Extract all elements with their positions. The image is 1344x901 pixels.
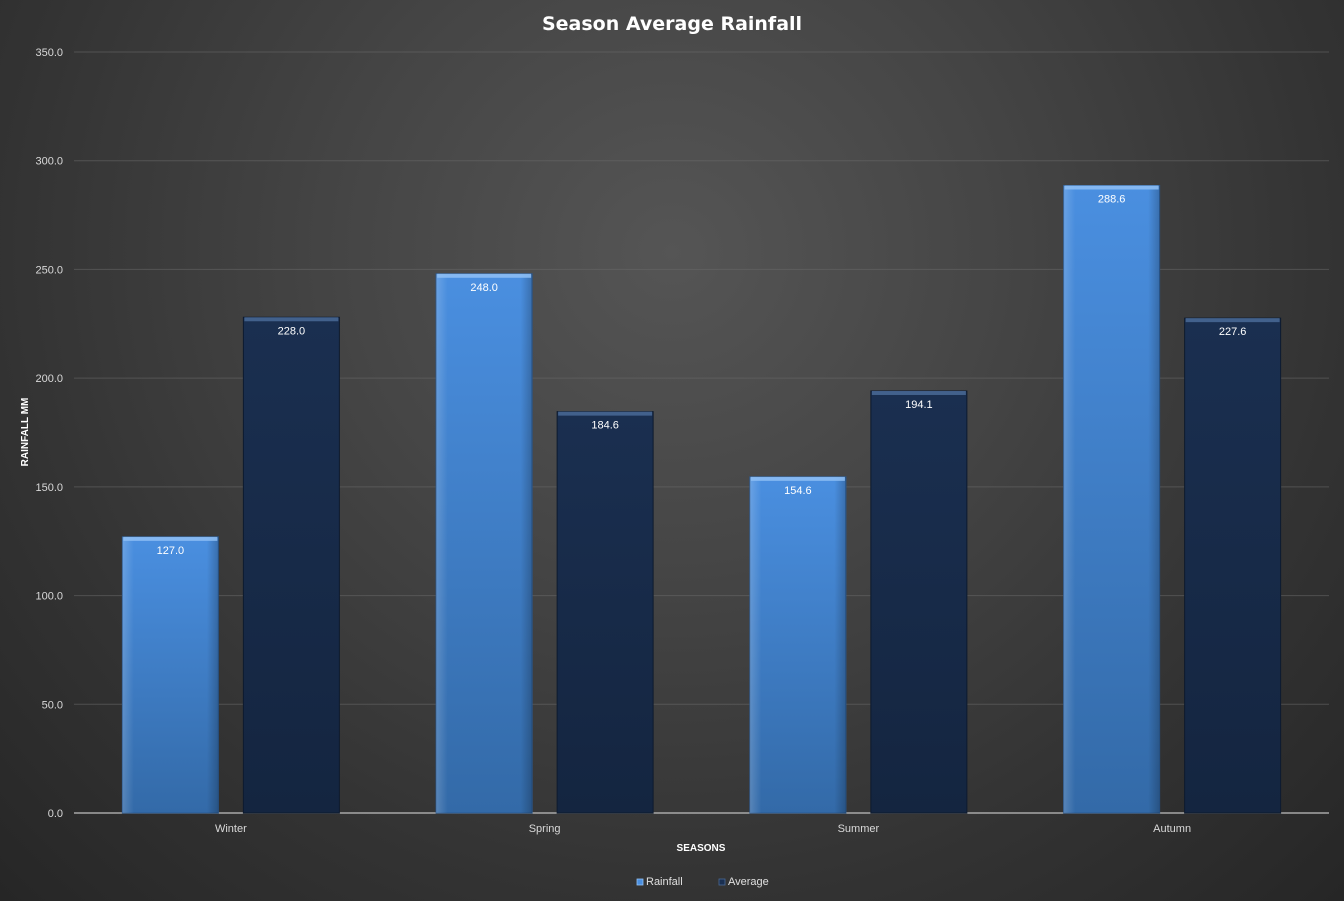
bar-average-summer: [870, 390, 968, 814]
bar-shading: [436, 273, 533, 814]
data-label: 184.6: [591, 420, 619, 432]
y-tick-label: 300.0: [35, 156, 63, 168]
data-label: 288.6: [1098, 194, 1126, 206]
bar-top-bevel: [558, 411, 653, 416]
y-tick-label: 200.0: [35, 373, 63, 385]
data-label: 127.0: [157, 545, 185, 557]
bar-shading: [122, 536, 219, 813]
bar-average-winter: [242, 316, 340, 814]
bar-top-bevel: [871, 390, 966, 395]
data-label: 227.6: [1219, 326, 1247, 338]
x-category-label: Summer: [838, 823, 880, 835]
legend: Rainfall Average: [636, 876, 769, 888]
data-label: 194.1: [905, 399, 933, 411]
bar-shading: [749, 476, 846, 813]
chart-title: Season Average Rainfall: [542, 13, 802, 35]
x-axis-title: SEASONS: [677, 843, 726, 854]
bars: [121, 185, 1282, 814]
y-tick-label: 250.0: [35, 264, 63, 276]
bar-top-bevel: [437, 273, 532, 278]
data-label: 154.6: [784, 485, 812, 497]
bar-top-bevel: [1064, 185, 1159, 190]
x-category-label: Winter: [215, 823, 247, 835]
x-category-label: Autumn: [1153, 823, 1191, 835]
y-tick-label: 100.0: [35, 591, 63, 603]
legend-swatch-rainfall: [636, 878, 644, 886]
data-label: 228.0: [278, 325, 306, 337]
y-tick-label: 350.0: [35, 47, 63, 59]
legend-label-average: Average: [728, 876, 769, 888]
bar-top-bevel: [750, 476, 845, 481]
bar-top-bevel: [1185, 318, 1280, 323]
y-tick-label: 0.0: [48, 808, 63, 820]
y-axis-title: RAINFALL MM: [20, 398, 31, 467]
legend-label-rainfall: Rainfall: [646, 876, 683, 888]
x-category-label: Spring: [529, 823, 561, 835]
bar-top-bevel: [123, 536, 218, 541]
data-label: 248.0: [470, 282, 498, 294]
y-tick-label: 50.0: [42, 699, 63, 711]
y-axis-ticks: 0.0 50.0 100.0 150.0 200.0 250.0 300.0 350.0: [35, 47, 63, 820]
x-axis-categories: Winter Spring Summer Autumn: [215, 823, 1191, 835]
bar-top-bevel: [244, 317, 339, 322]
bar-average-autumn: [1184, 317, 1282, 814]
data-labels: 127.0 228.0 248.0 184.6 154.6 194.1 288.6 227.6: [157, 194, 1247, 557]
bar-shading: [1063, 185, 1160, 813]
y-tick-label: 150.0: [35, 482, 63, 494]
legend-swatch-average: [718, 878, 726, 886]
bar-average-spring: [556, 411, 654, 814]
